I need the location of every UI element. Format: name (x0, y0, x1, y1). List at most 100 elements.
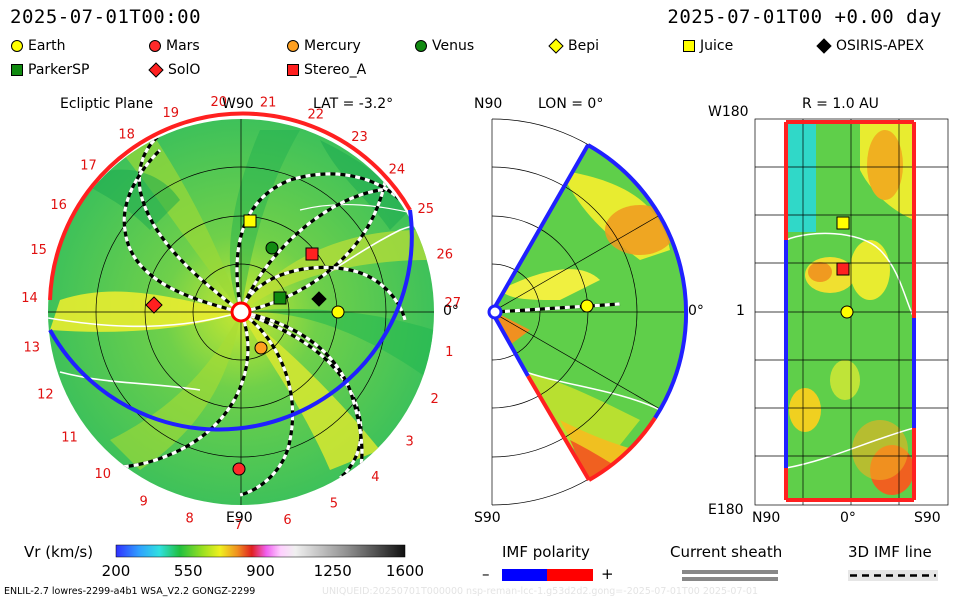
legend-item-bepi: Bepi (548, 38, 599, 54)
radial-label: 14 (21, 291, 38, 306)
vr-colorbar (115, 544, 406, 558)
shell-panel (754, 118, 949, 506)
meridional-speed-structure (492, 145, 686, 480)
legend-label: Mars (166, 38, 200, 54)
square-icon (286, 63, 300, 77)
legend-label: Juice (700, 38, 734, 54)
header-timestamp-left: 2025-07-01T00:00 (10, 6, 202, 28)
legend-label: Earth (28, 38, 66, 54)
earth-marker (331, 305, 345, 319)
imf-line-swatch (848, 570, 938, 581)
shell-bottom-label-0: 0° (840, 510, 856, 526)
radial-label: 24 (389, 162, 406, 177)
radial-label: 27 (445, 296, 462, 311)
ecliptic-top-label: W90 (222, 96, 254, 112)
legend-label: ParkerSP (28, 62, 90, 78)
circle-icon (148, 39, 162, 53)
legend-item-parkersp: ParkerSP (10, 62, 89, 78)
ecliptic-bottom-label: E90 (226, 510, 253, 526)
meridional-polarity-negative (587, 143, 689, 420)
imf-polarity-label: IMF polarity (502, 543, 590, 561)
radial-label: 11 (61, 431, 78, 446)
meridional-panel (487, 118, 689, 506)
mars-marker (232, 462, 246, 476)
mercury-marker (254, 341, 268, 355)
meridional-edge-south (526, 374, 591, 482)
shell-bottom-label-n90: N90 (752, 510, 781, 526)
square-icon (10, 63, 24, 77)
colorbar-tick-label: 550 (173, 562, 203, 580)
shell-mid-left-label: 1 (736, 303, 745, 319)
radial-label: 17 (80, 159, 97, 174)
legend-item-mercury: Mercury (286, 38, 361, 54)
radial-label: 20 (211, 95, 228, 110)
ecliptic-title: Ecliptic Plane (60, 96, 154, 112)
square-icon (682, 39, 696, 53)
juice-marker (243, 214, 257, 228)
ecliptic-radial-labels: 20 21222324252627123456789101112131415161… (21, 95, 461, 533)
parkersp-marker (273, 291, 287, 305)
imf-polarity-minus: – (482, 565, 490, 583)
legend-label: Venus (432, 38, 475, 54)
current-sheath-swatch (682, 570, 778, 581)
meridional-top-label: N90 (474, 96, 503, 112)
polarity-ring-negative (48, 209, 414, 432)
stereo-a-marker (305, 247, 319, 261)
diamond-icon (148, 62, 164, 78)
colorbar-tick-label: 1600 (385, 562, 425, 580)
legend-item-osiris-apex: OSIRIS-APEX (816, 38, 924, 54)
ecliptic-lat-label: LAT = -3.2° (313, 96, 394, 112)
colorbar-label: Vr (km/s) (24, 543, 94, 561)
meridional-sun (487, 304, 503, 320)
shell-top-left-label: W180 (708, 104, 749, 120)
colorbar-tick-label: 900 (246, 562, 275, 580)
polarity-ring-positive (48, 111, 412, 301)
meridional-earth (580, 299, 594, 313)
legend-item-mars: Mars (148, 38, 200, 54)
meridional-bottom-label: S90 (474, 510, 501, 526)
radial-label: 3 (405, 435, 413, 450)
radial-label: 1 (445, 345, 453, 360)
circle-icon (414, 39, 428, 53)
meridional-right-label: 0° (688, 303, 704, 319)
colorbar-tick-label: 200 (101, 562, 131, 580)
meridional-lon-label: LON = 0° (538, 96, 604, 112)
radial-label: 19 (163, 106, 180, 121)
meridional-edge-north (490, 144, 590, 313)
circle-icon (286, 39, 300, 53)
imf-polarity-bar (502, 569, 593, 581)
shell-bottom-label-s90: S90 (914, 510, 941, 526)
legend-item-solo: SolO (148, 62, 200, 78)
diamond-icon (816, 38, 832, 54)
venus-marker (265, 241, 279, 255)
solo-marker (145, 296, 163, 314)
legend-item-juice: Juice (682, 38, 733, 54)
header-timestamp-right: 2025-07-01T00 +0.00 day (667, 6, 942, 28)
ecliptic-panel: 20 21222324252627123456789101112131415161… (21, 95, 461, 533)
radial-label: 18 (118, 128, 135, 143)
legend-item-stereo-a: Stereo_A (286, 62, 366, 78)
radial-label: 10 (95, 467, 112, 482)
imf-line-label: 3D IMF line (848, 543, 932, 561)
radial-label: 13 (24, 340, 41, 355)
radial-label: 4 (371, 470, 379, 485)
radial-label: 22 (308, 108, 325, 123)
sun-marker (230, 301, 252, 323)
radial-label: 23 (351, 130, 368, 145)
shell-bodies (836, 216, 854, 319)
legend-item-earth: Earth (10, 38, 66, 54)
shell-speed-structure (786, 122, 914, 495)
legend-label: Bepi (568, 38, 599, 54)
radial-label: 16 (50, 198, 67, 213)
circle-icon (10, 39, 24, 53)
radial-label: 9 (140, 494, 148, 509)
radial-label: 25 (418, 202, 435, 217)
radial-label: 8 (186, 512, 194, 527)
legend-label: Mercury (304, 38, 361, 54)
colorbar-ticks: 200 550 900 1250 1600 (0, 562, 960, 582)
radial-label: 12 (37, 388, 54, 403)
body-legend: Earth Mars Mercury Venus Bepi Juice OSIRIS-APE… (10, 38, 950, 82)
radial-label: 6 (283, 513, 291, 528)
shell-bottom-left-label: E180 (708, 502, 744, 518)
radial-label: 5 (330, 497, 338, 512)
